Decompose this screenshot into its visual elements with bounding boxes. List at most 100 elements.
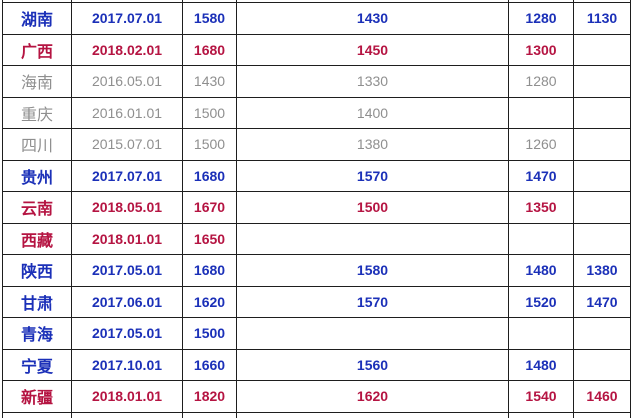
table-row: 云南 2018.05.01 1670 1500 1350 (2, 191, 631, 224)
empty-cell (2, 411, 72, 418)
table-row: 宁夏 2017.10.01 1660 1560 1480 (2, 348, 631, 381)
price-cell (508, 317, 574, 350)
empty-cell (573, 411, 631, 418)
table-row: 海南 2016.05.01 1430 1330 1280 (2, 65, 631, 98)
province-cell: 西藏 (2, 222, 72, 255)
table-row: 贵州 2017.07.01 1680 1570 1470 (2, 159, 631, 192)
price-cell (573, 191, 631, 224)
price-cell (573, 159, 631, 192)
province-cell: 重庆 (2, 96, 72, 129)
price-cell: 1350 (508, 191, 574, 224)
price-cell: 1430 (182, 65, 237, 98)
price-cell (573, 96, 631, 129)
price-cell: 1380 (236, 128, 509, 161)
price-cell: 1570 (236, 285, 509, 318)
price-cell (573, 348, 631, 381)
date-cell: 2017.05.01 (71, 317, 183, 350)
price-cell (236, 222, 509, 255)
empty-cell (71, 411, 183, 418)
price-cell (573, 33, 631, 66)
price-cell: 1400 (236, 96, 509, 129)
price-cell: 1330 (236, 65, 509, 98)
date-cell: 2018.01.01 (71, 380, 183, 413)
price-cell: 1670 (182, 191, 237, 224)
table-row: 新疆 2018.01.01 1820 1620 1540 1460 (2, 380, 631, 413)
price-cell: 1660 (182, 348, 237, 381)
table-row: 重庆 2016.01.01 1500 1400 (2, 96, 631, 129)
price-cell: 1280 (508, 65, 574, 98)
empty-cell (236, 411, 509, 418)
table-row: 甘肃 2017.06.01 1620 1570 1520 1470 (2, 285, 631, 318)
price-cell: 1300 (508, 33, 574, 66)
price-cell: 1540 (508, 380, 574, 413)
empty-cell (508, 411, 574, 418)
province-cell: 新疆 (2, 380, 72, 413)
province-cell: 海南 (2, 65, 72, 98)
province-cell: 广西 (2, 33, 72, 66)
province-cell: 湖南 (2, 2, 72, 35)
price-cell: 1520 (508, 285, 574, 318)
date-cell: 2016.05.01 (71, 65, 183, 98)
price-cell: 1130 (573, 2, 631, 35)
price-cell: 1620 (236, 380, 509, 413)
table-row: 西藏 2018.01.01 1650 (2, 222, 631, 255)
province-cell: 宁夏 (2, 348, 72, 381)
table-row: 青海 2017.05.01 1500 (2, 317, 631, 350)
price-cell: 1470 (508, 159, 574, 192)
table-row: 四川 2015.07.01 1500 1380 1260 (2, 128, 631, 161)
price-cell: 1560 (236, 348, 509, 381)
price-cell: 1500 (236, 191, 509, 224)
date-cell: 2017.06.01 (71, 285, 183, 318)
price-cell: 1620 (182, 285, 237, 318)
province-cell: 贵州 (2, 159, 72, 192)
date-cell: 2016.01.01 (71, 96, 183, 129)
date-cell: 2018.05.01 (71, 191, 183, 224)
price-cell: 1680 (182, 33, 237, 66)
price-cell: 1430 (236, 2, 509, 35)
price-cell: 1480 (508, 254, 574, 287)
table-row: 广西 2018.02.01 1680 1450 1300 (2, 33, 631, 66)
price-cell: 1500 (182, 317, 237, 350)
price-cell: 1680 (182, 159, 237, 192)
province-cell: 甘肃 (2, 285, 72, 318)
date-cell: 2015.07.01 (71, 128, 183, 161)
date-cell: 2017.07.01 (71, 2, 183, 35)
price-cell: 1480 (508, 348, 574, 381)
price-cell (573, 128, 631, 161)
province-cell: 青海 (2, 317, 72, 350)
date-cell: 2018.01.01 (71, 222, 183, 255)
price-cell: 1650 (182, 222, 237, 255)
date-cell: 2018.02.01 (71, 33, 183, 66)
price-cell: 1680 (182, 254, 237, 287)
empty-cell (182, 411, 237, 418)
province-cell: 陕西 (2, 254, 72, 287)
price-cell (508, 96, 574, 129)
price-cell: 1380 (573, 254, 631, 287)
date-cell: 2017.05.01 (71, 254, 183, 287)
price-cell: 1260 (508, 128, 574, 161)
price-cell (573, 222, 631, 255)
price-cell: 1500 (182, 128, 237, 161)
price-cell (508, 222, 574, 255)
price-cell: 1460 (573, 380, 631, 413)
price-cell: 1570 (236, 159, 509, 192)
price-cell: 1580 (236, 254, 509, 287)
table-row: 湖南 2017.07.01 1580 1430 1280 1130 (2, 2, 631, 35)
partial-row-top (2, 0, 631, 3)
price-cell (573, 65, 631, 98)
empty-cell (573, 0, 631, 3)
price-cell: 1580 (182, 2, 237, 35)
date-cell: 2017.10.01 (71, 348, 183, 381)
price-cell (236, 317, 509, 350)
price-cell: 1470 (573, 285, 631, 318)
table-row: 陕西 2017.05.01 1680 1580 1480 1380 (2, 254, 631, 287)
partial-row-bottom (2, 411, 631, 418)
price-cell: 1820 (182, 380, 237, 413)
province-cell: 四川 (2, 128, 72, 161)
price-cell: 1280 (508, 2, 574, 35)
province-cell: 云南 (2, 191, 72, 224)
date-cell: 2017.07.01 (71, 159, 183, 192)
price-cell: 1500 (182, 96, 237, 129)
